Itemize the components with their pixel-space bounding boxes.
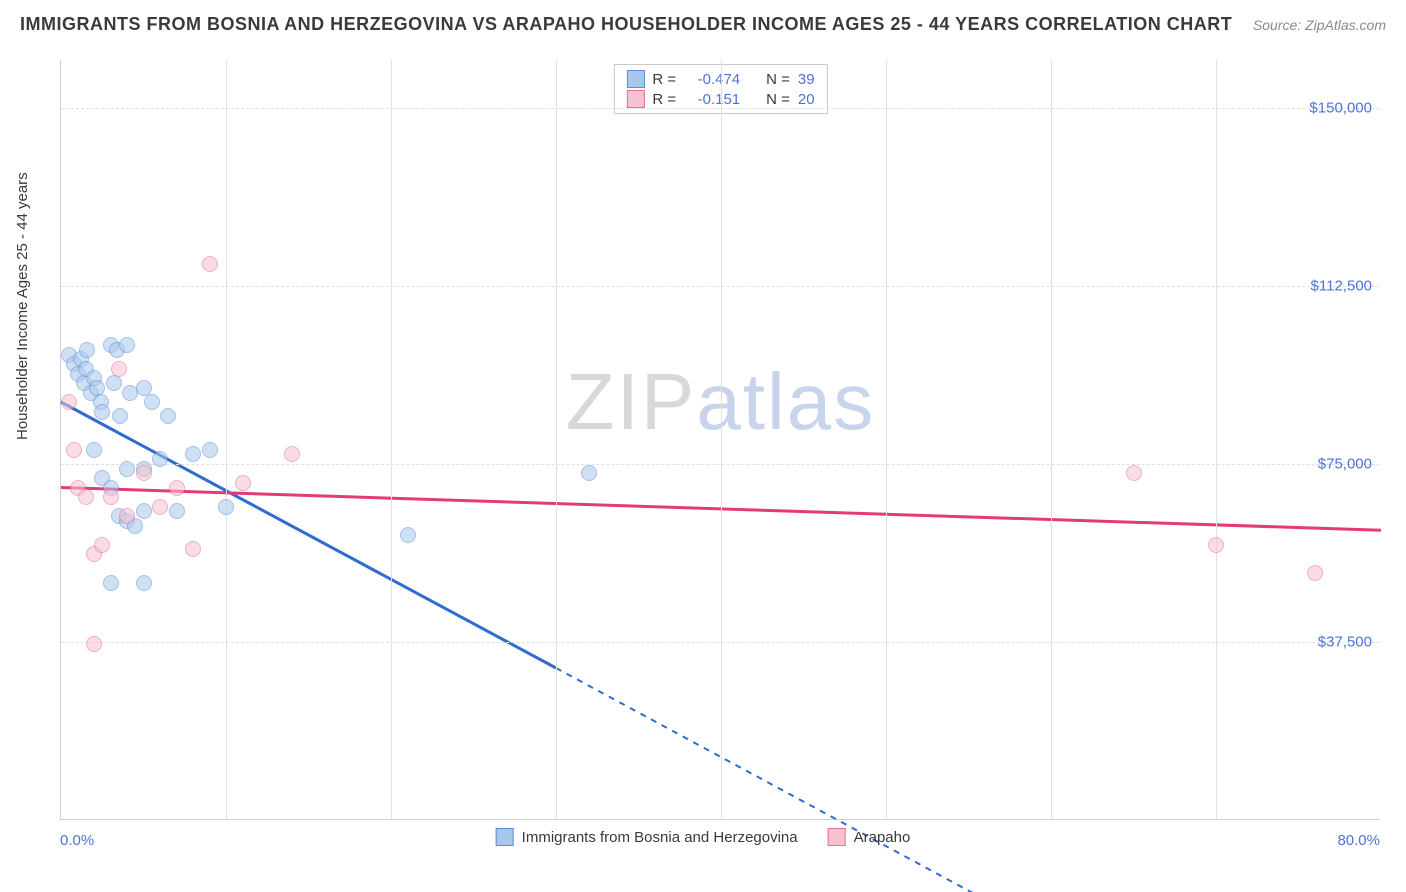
data-point (103, 489, 119, 505)
legend-series-label: Arapaho (854, 829, 911, 846)
data-point (66, 442, 82, 458)
data-point (94, 404, 110, 420)
gridline-vertical (556, 60, 557, 819)
data-point (86, 442, 102, 458)
gridline-vertical (886, 60, 887, 819)
y-axis-label: Householder Income Ages 25 - 44 years (14, 172, 31, 440)
legend-series-label: Immigrants from Bosnia and Herzegovina (522, 829, 798, 846)
data-point (61, 394, 77, 410)
gridline-vertical (391, 60, 392, 819)
data-point (152, 499, 168, 515)
legend-swatch (626, 90, 644, 108)
data-point (218, 499, 234, 515)
data-point (78, 489, 94, 505)
data-point (111, 361, 127, 377)
legend-swatch (626, 70, 644, 88)
legend-r-value: -0.474 (684, 71, 740, 88)
data-point (160, 408, 176, 424)
trend-line (61, 402, 556, 668)
data-point (202, 442, 218, 458)
data-point (119, 337, 135, 353)
data-point (235, 475, 251, 491)
legend-series: Immigrants from Bosnia and Herzegovina Ar… (496, 828, 911, 846)
data-point (1126, 465, 1142, 481)
data-point (106, 375, 122, 391)
data-point (581, 465, 597, 481)
data-point (185, 541, 201, 557)
data-point (144, 394, 160, 410)
plot-area: ZIPatlas R = -0.474 N = 39 R = -0.151 N = 20 $3… (60, 60, 1380, 820)
data-point (136, 503, 152, 519)
x-tick-max: 80.0% (1337, 832, 1380, 849)
data-point (94, 537, 110, 553)
legend-r-label: R = (652, 91, 676, 108)
watermark-part1: ZIP (566, 357, 696, 446)
data-point (119, 461, 135, 477)
data-point (119, 508, 135, 524)
data-point (1307, 565, 1323, 581)
gridline-vertical (721, 60, 722, 819)
data-point (136, 575, 152, 591)
data-point (86, 636, 102, 652)
gridline-vertical (1051, 60, 1052, 819)
chart-title: IMMIGRANTS FROM BOSNIA AND HERZEGOVINA V… (20, 14, 1232, 35)
legend-series-item: Arapaho (828, 828, 911, 846)
data-point (202, 256, 218, 272)
data-point (136, 465, 152, 481)
data-point (112, 408, 128, 424)
legend-n-value: 20 (798, 91, 815, 108)
y-tick-label: $112,500 (1311, 277, 1372, 294)
data-point (169, 480, 185, 496)
data-point (1208, 537, 1224, 553)
data-point (185, 446, 201, 462)
data-point (152, 451, 168, 467)
legend-swatch (496, 828, 514, 846)
legend-n-label: N = (766, 71, 790, 88)
legend-r-label: R = (652, 71, 676, 88)
legend-n-label: N = (766, 91, 790, 108)
y-tick-label: $37,500 (1318, 633, 1372, 650)
data-point (79, 342, 95, 358)
legend-series-item: Immigrants from Bosnia and Herzegovina (496, 828, 798, 846)
data-point (400, 527, 416, 543)
legend-n-value: 39 (798, 71, 815, 88)
watermark-part2: atlas (696, 357, 875, 446)
x-tick-min: 0.0% (60, 832, 94, 849)
data-point (103, 575, 119, 591)
data-point (169, 503, 185, 519)
y-tick-label: $150,000 (1309, 99, 1372, 116)
chart-source: Source: ZipAtlas.com (1253, 17, 1386, 33)
data-point (284, 446, 300, 462)
legend-r-value: -0.151 (684, 91, 740, 108)
gridline-vertical (1216, 60, 1217, 819)
legend-swatch (828, 828, 846, 846)
y-tick-label: $75,000 (1318, 455, 1372, 472)
gridline-vertical (226, 60, 227, 819)
chart-header: IMMIGRANTS FROM BOSNIA AND HERZEGOVINA V… (20, 14, 1386, 35)
trend-line (556, 668, 1084, 892)
